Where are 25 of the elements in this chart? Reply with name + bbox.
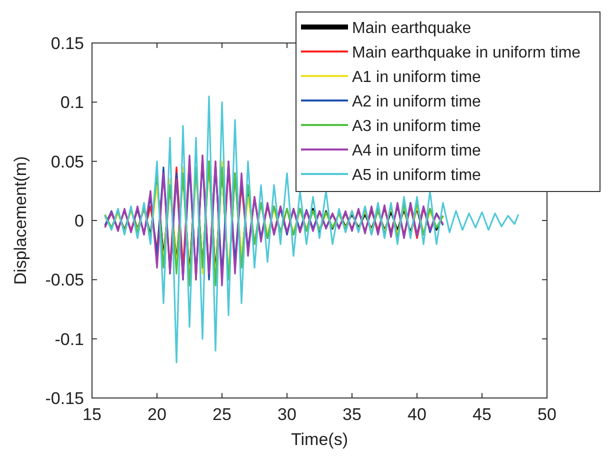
legend-label: A4 in uniform time	[352, 142, 482, 160]
x-tick-label: 45	[472, 405, 492, 424]
y-tick-label: 0	[74, 212, 84, 230]
legend-label: A5 in uniform time	[352, 167, 482, 184]
x-axis-title: Time(s)	[291, 430, 348, 449]
y-tick-label: 0.05	[50, 152, 84, 172]
legend-label: Main earthquake in uniform time	[352, 44, 581, 62]
x-tick-label: 50	[538, 405, 556, 424]
legend-label: A2 in uniform time	[352, 94, 482, 110]
x-tick-label: 35	[342, 405, 362, 424]
y-tick-label: -0.15	[45, 389, 84, 408]
x-tick-label: 40	[408, 405, 426, 424]
y-tick-label: -0.05	[45, 270, 84, 290]
x-tick-label: 25	[212, 405, 232, 424]
y-tick-label: -0.1	[54, 330, 84, 349]
legend-label: A1 in uniform time	[352, 69, 482, 86]
x-tick-label: 15	[82, 405, 102, 424]
legend-label: Main earthquake	[352, 20, 472, 37]
x-tick-label: 20	[148, 405, 166, 424]
y-tick-label: 0.15	[50, 34, 84, 53]
y-axis-title: Displacement(m)	[11, 156, 30, 285]
x-tick-label: 30	[278, 405, 296, 424]
y-tick-label: 0.1	[60, 93, 84, 112]
line-series	[104, 95, 520, 364]
legend-label: A3 in uniform time	[352, 118, 482, 135]
